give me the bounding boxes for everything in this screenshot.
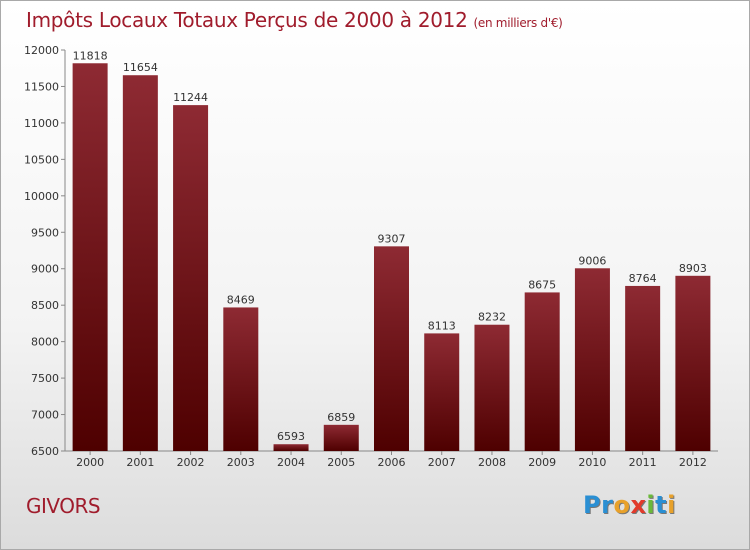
bar-2007[interactable] xyxy=(424,333,460,451)
x-tick-label-2009: 2009 xyxy=(528,456,556,469)
bar-2008[interactable] xyxy=(474,324,510,451)
x-tick-label-2007: 2007 xyxy=(428,456,456,469)
proxiti-logo[interactable]: Proxiti xyxy=(583,491,676,519)
city-name: GIVORS xyxy=(26,494,101,518)
bar-2002[interactable] xyxy=(173,105,209,452)
bar-value-label-2003: 8469 xyxy=(227,293,255,306)
logo-letter: i xyxy=(667,491,676,519)
logo-letter: x xyxy=(630,491,647,519)
logo-letter: o xyxy=(613,491,631,519)
y-tick-label: 8000 xyxy=(31,336,59,349)
bar-2012[interactable] xyxy=(675,275,711,451)
bar-2001[interactable] xyxy=(122,75,158,451)
bar-value-label-2012: 8903 xyxy=(679,262,707,275)
y-tick-label: 9000 xyxy=(31,263,59,276)
y-tick-label: 11500 xyxy=(24,80,59,93)
y-tick-label: 10500 xyxy=(24,153,59,166)
bar-value-label-2006: 9307 xyxy=(378,232,406,245)
chart-bars: 11818 11654 11244 8469 6593 6859 9307 8113 8232 8… xyxy=(72,49,711,452)
chart-subtitle: (en milliers d'€) xyxy=(473,16,563,30)
bar-value-label-2007: 8113 xyxy=(428,319,456,332)
bar-value-label-2010: 9006 xyxy=(578,254,606,267)
x-tick-label-2012: 2012 xyxy=(679,456,707,469)
y-tick-label: 6500 xyxy=(31,445,59,458)
bar-value-label-2005: 6859 xyxy=(327,411,355,424)
bar-2003[interactable] xyxy=(223,307,259,451)
logo-letter: t xyxy=(655,491,668,519)
bar-2006[interactable] xyxy=(374,246,409,451)
logo-letter: r xyxy=(601,491,614,519)
y-tick-label: 8500 xyxy=(31,299,59,312)
y-tick-label: 12000 xyxy=(24,44,59,57)
x-tick-label-2005: 2005 xyxy=(327,456,355,469)
bar-2004[interactable] xyxy=(273,444,309,451)
bar-2010[interactable] xyxy=(574,268,610,451)
bar-value-label-2011: 8764 xyxy=(629,272,657,285)
x-tick-label-2000: 2000 xyxy=(76,456,104,469)
bar-value-label-2008: 8232 xyxy=(478,311,506,324)
x-tick-label-2010: 2010 xyxy=(578,456,606,469)
x-tick-label-2002: 2002 xyxy=(177,456,205,469)
logo-letter: P xyxy=(583,491,602,519)
chart-title: Impôts Locaux Totaux Perçus de 2000 à 20… xyxy=(26,8,563,32)
x-tick-label-2004: 2004 xyxy=(277,456,305,469)
y-tick-label: 9500 xyxy=(31,226,59,239)
x-tick-label-2003: 2003 xyxy=(227,456,255,469)
bar-value-label-2001: 11654 xyxy=(123,61,158,74)
y-tick-label: 7500 xyxy=(31,372,59,385)
x-tick-label-2008: 2008 xyxy=(478,456,506,469)
bar-value-label-2009: 8675 xyxy=(528,278,556,291)
y-tick-label: 7000 xyxy=(31,409,59,422)
bar-2005[interactable] xyxy=(323,424,359,451)
x-tick-label-2006: 2006 xyxy=(378,456,406,469)
chart-title-text: Impôts Locaux Totaux Perçus de 2000 à 20… xyxy=(26,8,468,32)
logo-letter: i xyxy=(646,491,656,519)
y-tick-label: 10000 xyxy=(24,190,59,203)
bar-2000[interactable] xyxy=(72,63,108,451)
bar-2009[interactable] xyxy=(524,292,560,451)
bar-value-label-2004: 6593 xyxy=(277,430,305,443)
bar-2011[interactable] xyxy=(625,285,661,451)
x-tick-label-2001: 2001 xyxy=(126,456,154,469)
bar-value-label-2000: 11818 xyxy=(73,49,108,62)
bar-value-label-2002: 11244 xyxy=(173,91,208,104)
y-tick-label: 11000 xyxy=(24,117,59,130)
x-tick-label-2011: 2011 xyxy=(629,456,657,469)
